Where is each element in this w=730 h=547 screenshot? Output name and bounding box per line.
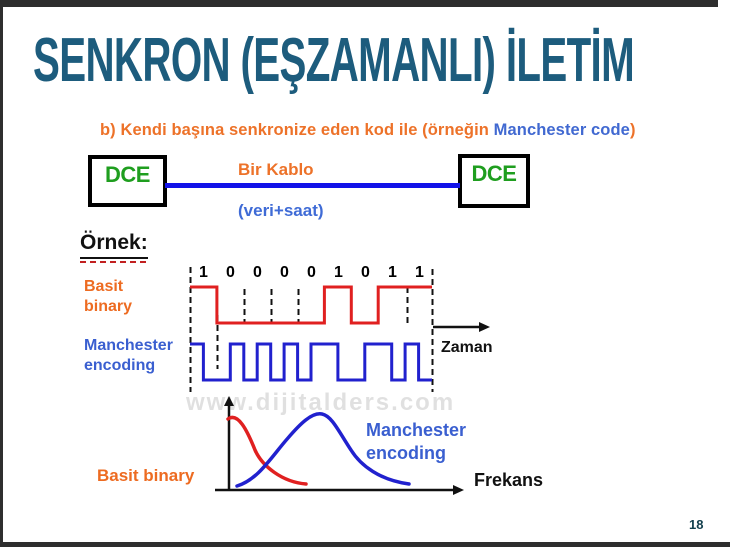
time-axis-arrowhead (479, 322, 490, 332)
top-frame-bar (0, 0, 718, 7)
spectrum-manchester-line2: encoding (366, 443, 446, 463)
red-squiggle-underline (80, 261, 146, 263)
bit-boundary-lines (189, 267, 434, 392)
bit-value: 0 (307, 264, 316, 281)
dce-box-right: DCE (458, 154, 530, 208)
subtitle-prefix: b) Kendi başına senkronize eden kod ile … (100, 121, 494, 139)
bit-value: 1 (415, 264, 424, 281)
subtitle-suffix: ) (629, 121, 636, 139)
spectrum-x-arrowhead (453, 485, 464, 495)
manchester-label-line2: encoding (84, 357, 156, 374)
slide-title: SENKRON (EŞZAMANLI) İLETİM (33, 26, 635, 95)
nrz-label-line2: binary (84, 298, 133, 315)
subtitle: b) Kendi başına senkronize eden kod ile … (100, 121, 636, 140)
manchester-label-line1: Manchester (84, 337, 173, 354)
nrz-label-line1: Basit (84, 278, 124, 295)
spectrum-basit-label: Basit binary (97, 466, 195, 485)
bits-row: 1 0 0 0 0 1 0 1 1 (190, 264, 433, 282)
bit-value: 1 (199, 264, 208, 281)
manchester-signal-label: Manchester encoding (84, 336, 173, 376)
watermark: www.dijitalders.com (186, 389, 456, 416)
bit-value: 0 (280, 264, 289, 281)
subtitle-highlight: Manchester code (493, 121, 630, 139)
cable-label: Bir Kablo (238, 160, 314, 179)
manchester-waveform (190, 342, 432, 382)
time-axis-arrow (433, 322, 490, 332)
cable-line (165, 183, 460, 188)
spectrum-manchester-label: Manchester encoding (366, 419, 466, 465)
bit-value: 0 (361, 264, 370, 281)
dce-box-left: DCE (88, 155, 167, 207)
frequency-axis-label: Frekans (474, 470, 544, 490)
bit-value: 1 (334, 264, 343, 281)
nrz-waveform (190, 285, 432, 325)
left-frame-bar (0, 0, 3, 547)
bit-value: 1 (388, 264, 397, 281)
page-number: 18 (689, 517, 704, 532)
example-heading: Örnek: (80, 231, 148, 259)
time-axis-label: Zaman (441, 339, 493, 356)
bit-value: 0 (253, 264, 262, 281)
bit-value: 0 (226, 264, 235, 281)
nrz-signal-label: Basit binary (84, 277, 132, 317)
spectrum-basit-curve (226, 415, 308, 486)
spectrum-manchester-line1: Manchester (366, 420, 467, 440)
cable-sublabel: (veri+saat) (238, 201, 324, 220)
bottom-frame-bar (0, 542, 730, 547)
